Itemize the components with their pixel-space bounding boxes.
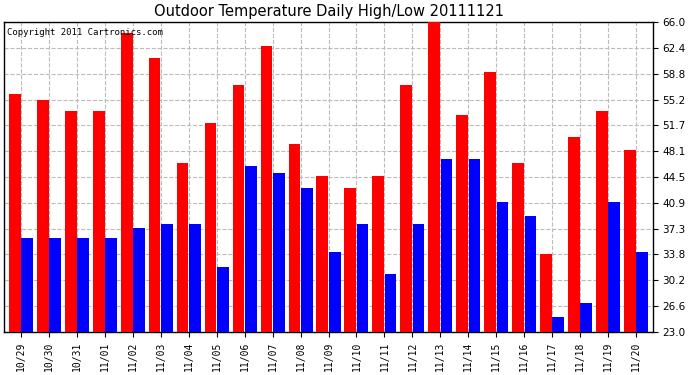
Bar <box>580 303 592 332</box>
Bar <box>385 274 397 332</box>
Bar <box>524 216 536 332</box>
Bar <box>357 224 368 332</box>
Bar <box>512 163 524 332</box>
Bar <box>484 72 496 332</box>
Bar <box>568 137 580 332</box>
Bar <box>624 150 635 332</box>
Bar <box>456 116 468 332</box>
Bar <box>121 33 132 332</box>
Bar <box>288 144 300 332</box>
Bar <box>273 173 284 332</box>
Bar <box>233 85 244 332</box>
Bar <box>65 111 77 332</box>
Bar <box>217 267 228 332</box>
Bar <box>301 188 313 332</box>
Bar <box>261 46 273 332</box>
Bar <box>92 111 105 332</box>
Bar <box>609 202 620 332</box>
Title: Outdoor Temperature Daily High/Low 20111121: Outdoor Temperature Daily High/Low 20111… <box>153 4 504 19</box>
Bar <box>49 238 61 332</box>
Bar <box>317 176 328 332</box>
Bar <box>189 224 201 332</box>
Bar <box>77 238 89 332</box>
Bar <box>37 100 48 332</box>
Bar <box>205 123 217 332</box>
Bar <box>177 163 188 332</box>
Bar <box>553 317 564 332</box>
Bar <box>133 228 145 332</box>
Bar <box>149 58 161 332</box>
Bar <box>245 166 257 332</box>
Bar <box>161 224 172 332</box>
Bar <box>21 238 33 332</box>
Bar <box>441 159 453 332</box>
Bar <box>413 224 424 332</box>
Bar <box>469 159 480 332</box>
Bar <box>540 254 552 332</box>
Bar <box>9 94 21 332</box>
Bar <box>636 252 648 332</box>
Bar <box>105 238 117 332</box>
Bar <box>344 188 356 332</box>
Bar <box>596 111 608 332</box>
Bar <box>400 85 412 332</box>
Bar <box>497 202 509 332</box>
Bar <box>428 20 440 332</box>
Bar <box>329 252 341 332</box>
Bar <box>373 176 384 332</box>
Text: Copyright 2011 Cartronics.com: Copyright 2011 Cartronics.com <box>8 28 164 37</box>
